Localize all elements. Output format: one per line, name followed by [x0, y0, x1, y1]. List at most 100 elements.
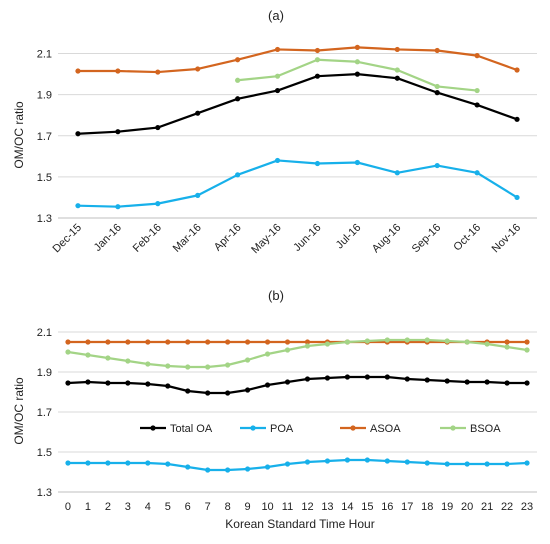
- panel-b-point-bsoa: [225, 362, 231, 368]
- panel-b-x-tick-label: 20: [461, 501, 473, 513]
- legend-label-total: Total OA: [170, 423, 213, 435]
- panel-b-point-bsoa: [85, 352, 91, 358]
- panel-b-point-asoa: [245, 339, 251, 345]
- panel-b-point-total: [264, 382, 271, 388]
- panel-a-point-poa: [274, 157, 281, 164]
- panel-a-x-tick-label: Jul-16: [334, 222, 364, 252]
- panel-b-point-poa: [384, 458, 390, 464]
- panel-b-point-poa: [284, 461, 291, 467]
- panel-a-x-tick-label: Jan-16: [92, 222, 124, 254]
- panel-b-point-asoa: [205, 339, 211, 345]
- panel-b-point-asoa: [524, 339, 530, 345]
- panel-b-x-tick-label: 11: [282, 501, 293, 513]
- panel-b-point-total: [125, 380, 131, 386]
- panel-b-point-poa: [444, 461, 450, 467]
- panel-b-point-bsoa: [404, 337, 410, 343]
- panel-a-series-line-poa: [77, 159, 518, 208]
- panel-b-point-total: [384, 374, 390, 380]
- panel-b-point-asoa: [225, 339, 231, 345]
- panel-a-point-asoa: [274, 46, 281, 53]
- panel-b-y-tick-label: 1.3: [37, 487, 52, 499]
- panel-b-x-tick-label: 0: [65, 501, 71, 513]
- panel-b-point-poa: [205, 467, 211, 473]
- panel-a-x-tick-label: Dec-15: [51, 222, 85, 256]
- panel-b-x-tick-label: 8: [225, 501, 231, 513]
- panel-b-point-poa: [344, 457, 350, 463]
- panel-a-point-poa: [394, 170, 400, 176]
- panel-a-y-tick-label: 1.7: [37, 131, 52, 143]
- panel-b-point-asoa: [85, 339, 91, 345]
- panel-b-y-tick-label: 2.1: [37, 327, 52, 339]
- panel-a-point-total: [235, 96, 241, 102]
- panel-a-point-poa: [314, 160, 321, 167]
- panel-b-x-tick-label: 1: [85, 501, 91, 513]
- panel-b-x-tick-label: 13: [321, 501, 333, 513]
- panel-b-point-total: [424, 377, 430, 383]
- panel-b-point-total: [404, 376, 410, 382]
- panel-a-y-tick-label: 1.9: [37, 90, 52, 102]
- panel-a-series-line-total: [77, 73, 518, 135]
- panel-b-point-total: [225, 390, 231, 396]
- panel-b-point-asoa: [304, 339, 311, 345]
- panel-b-point-total: [504, 380, 510, 386]
- panel-b-point-poa: [85, 460, 91, 466]
- panel-b-x-tick-label: 4: [145, 501, 151, 513]
- panel-a-point-asoa: [314, 47, 321, 54]
- legend-label-asoa: ASOA: [370, 423, 401, 435]
- panel-b-point-poa: [145, 460, 151, 466]
- panel-b-point-poa: [165, 461, 171, 467]
- panel-b-point-poa: [105, 460, 111, 466]
- panel-a-point-asoa: [394, 46, 400, 53]
- panel-a-point-poa: [434, 162, 440, 169]
- panel-a-point-poa: [235, 172, 241, 178]
- panel-a-point-asoa: [235, 57, 241, 63]
- panel-b-point-poa: [245, 466, 251, 472]
- panel-a-x-tick-label: Feb-16: [131, 222, 164, 255]
- panel-b-point-asoa: [264, 339, 271, 345]
- panel-a-point-total: [274, 87, 281, 94]
- panel-b-point-total: [105, 380, 111, 386]
- panel-b-x-tick-label: 16: [381, 501, 393, 513]
- panel-b-point-total: [304, 376, 311, 382]
- panel-b-x-tick-label: 5: [165, 501, 171, 513]
- panel-a-point-total: [195, 110, 201, 116]
- panel-b-point-poa: [65, 460, 71, 466]
- panel-b-point-asoa: [504, 339, 510, 345]
- legend-marker-total: [150, 425, 156, 431]
- panel-a-point-bsoa: [474, 87, 480, 94]
- panel-b-x-tick-label: 2: [105, 501, 111, 513]
- panel-b-point-asoa: [125, 339, 131, 345]
- panel-b-point-bsoa: [205, 364, 211, 370]
- panel-b-point-bsoa: [504, 344, 510, 350]
- panel-b-point-asoa: [65, 339, 71, 345]
- panel-b-y-tick-label: 1.7: [37, 407, 52, 419]
- panel-a-point-asoa: [474, 53, 480, 59]
- panel-b-point-bsoa: [524, 347, 530, 353]
- panel-a-point-total: [474, 102, 480, 108]
- panel-b-point-bsoa: [65, 349, 71, 355]
- legend-label-poa: POA: [270, 423, 294, 435]
- panel-b-point-bsoa: [484, 341, 490, 347]
- panel-a-point-poa: [514, 194, 520, 201]
- panel-a-x-tick-label: Nov-16: [490, 222, 524, 256]
- panel-b-y-tick-label: 1.5: [37, 447, 52, 459]
- panel-a-point-asoa: [514, 67, 520, 73]
- panel-a-chart: (a) OM/OC ratio 1.3 1.5 1.7 1.9 2.1 Dec-15 Jan…: [12, 8, 537, 256]
- panel-b-point-asoa: [185, 339, 191, 345]
- panel-b-x-tick-label: 6: [185, 501, 191, 513]
- panel-a-point-poa: [75, 203, 81, 209]
- panel-a-y-tick-label: 1.5: [37, 172, 52, 184]
- panel-a-point-asoa: [155, 69, 161, 75]
- panel-b-x-tick-label: 17: [401, 501, 413, 513]
- panel-a-y-tick-label: 1.3: [37, 213, 52, 225]
- panel-b-point-poa: [404, 459, 410, 465]
- panel-b-point-total: [364, 374, 370, 380]
- panel-b-point-poa: [504, 461, 510, 467]
- panel-a-point-poa: [354, 159, 360, 166]
- panel-b-point-bsoa: [245, 357, 251, 363]
- panel-a-point-total: [314, 73, 321, 79]
- panel-b-point-poa: [464, 461, 470, 467]
- panel-b-x-tick-label: 7: [205, 501, 211, 513]
- panel-b-label: (b): [268, 288, 284, 303]
